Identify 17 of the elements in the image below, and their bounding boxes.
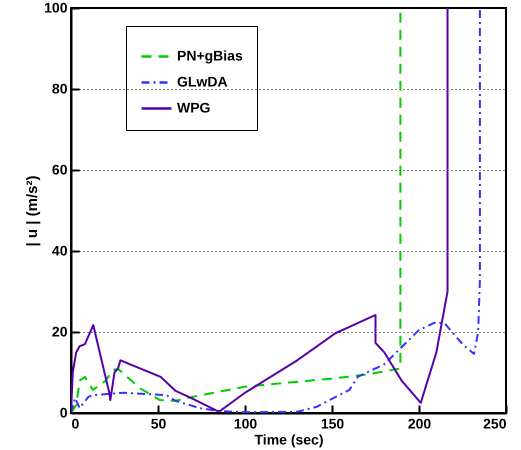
x-tick-label: 250 bbox=[483, 416, 507, 432]
x-tick-label: 150 bbox=[320, 416, 344, 432]
x-tick-label: 0 bbox=[72, 416, 80, 432]
y-axis-title: | u | (m/s²) bbox=[24, 176, 42, 246]
x-tick-label: 100 bbox=[234, 416, 258, 432]
y-tick-label: 100 bbox=[44, 0, 68, 16]
legend-label: WPG bbox=[177, 100, 211, 116]
x-axis-title: Time (sec) bbox=[254, 432, 324, 448]
y-tick-label: 60 bbox=[52, 162, 68, 178]
x-tick-label: 50 bbox=[150, 416, 166, 432]
legend-label: GLwDA bbox=[177, 74, 228, 90]
y-tick-label: 0 bbox=[60, 404, 68, 420]
y-tick-label: 20 bbox=[52, 324, 68, 340]
y-tick-label: 80 bbox=[52, 80, 68, 96]
x-tick-label: 200 bbox=[408, 416, 432, 432]
y-tick-label: 40 bbox=[52, 242, 68, 258]
legend-label: PN+gBias bbox=[177, 48, 243, 64]
